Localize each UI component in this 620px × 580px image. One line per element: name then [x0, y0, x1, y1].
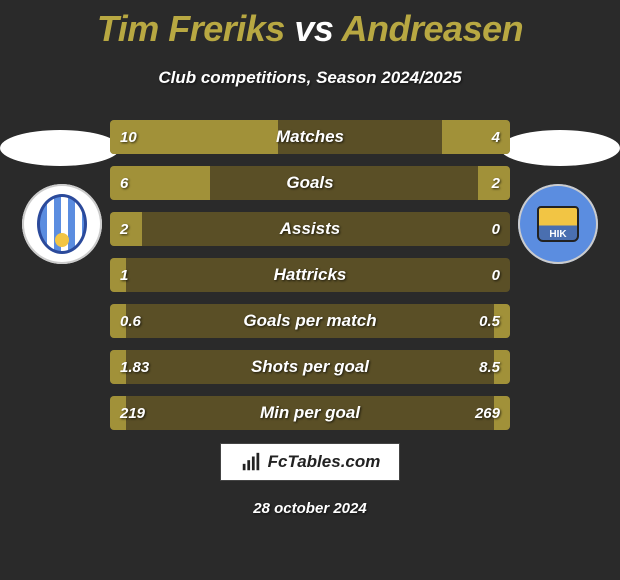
stat-label: Hattricks — [110, 258, 510, 292]
chart-icon — [240, 451, 262, 473]
player1-name: Tim Freriks — [97, 8, 285, 49]
vs-label: vs — [294, 8, 333, 49]
stat-label: Shots per goal — [110, 350, 510, 384]
left-spotlight — [0, 130, 120, 166]
player2-name: Andreasen — [342, 8, 524, 49]
brand-text: FcTables.com — [268, 452, 381, 472]
stat-row: 62Goals — [110, 166, 510, 200]
right-spotlight — [500, 130, 620, 166]
stat-label: Matches — [110, 120, 510, 154]
comparison-panel: HIK 104Matches 62Goals 20Assists 10Hattrick… — [0, 110, 620, 440]
team2-crest: HIK — [518, 184, 598, 264]
stat-row: 104Matches — [110, 120, 510, 154]
stat-row: 219269Min per goal — [110, 396, 510, 430]
stat-row: 1.838.5Shots per goal — [110, 350, 510, 384]
stats-rows: 104Matches 62Goals 20Assists 10Hattricks 0.6… — [110, 120, 510, 442]
snapshot-date: 28 october 2024 — [0, 500, 620, 517]
comparison-title: Tim Freriks vs Andreasen — [0, 0, 620, 50]
brand-badge: FcTables.com — [220, 443, 400, 481]
team2-crest-shield: HIK — [537, 206, 579, 242]
season-subtitle: Club competitions, Season 2024/2025 — [0, 68, 620, 88]
stat-row: 10Hattricks — [110, 258, 510, 292]
stat-label: Goals — [110, 166, 510, 200]
stat-label: Min per goal — [110, 396, 510, 430]
stat-label: Goals per match — [110, 304, 510, 338]
team1-crest — [22, 184, 102, 264]
team1-crest-shield — [37, 194, 87, 254]
stat-row: 0.60.5Goals per match — [110, 304, 510, 338]
stat-label: Assists — [110, 212, 510, 246]
stat-row: 20Assists — [110, 212, 510, 246]
